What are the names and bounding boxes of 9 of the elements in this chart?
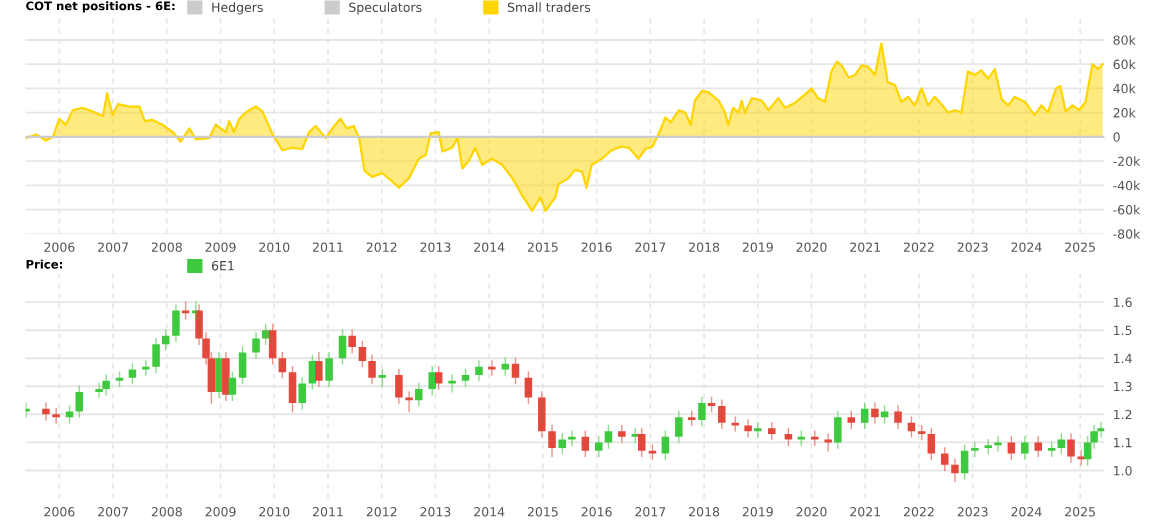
candlestick — [568, 430, 576, 446]
candlestick — [95, 382, 103, 399]
candlestick — [618, 424, 626, 444]
candlestick — [52, 408, 60, 424]
candlestick — [971, 441, 979, 458]
candlestick — [744, 419, 752, 438]
candlestick — [1097, 422, 1105, 438]
candlestick — [994, 436, 1002, 452]
candlestick — [42, 402, 50, 421]
